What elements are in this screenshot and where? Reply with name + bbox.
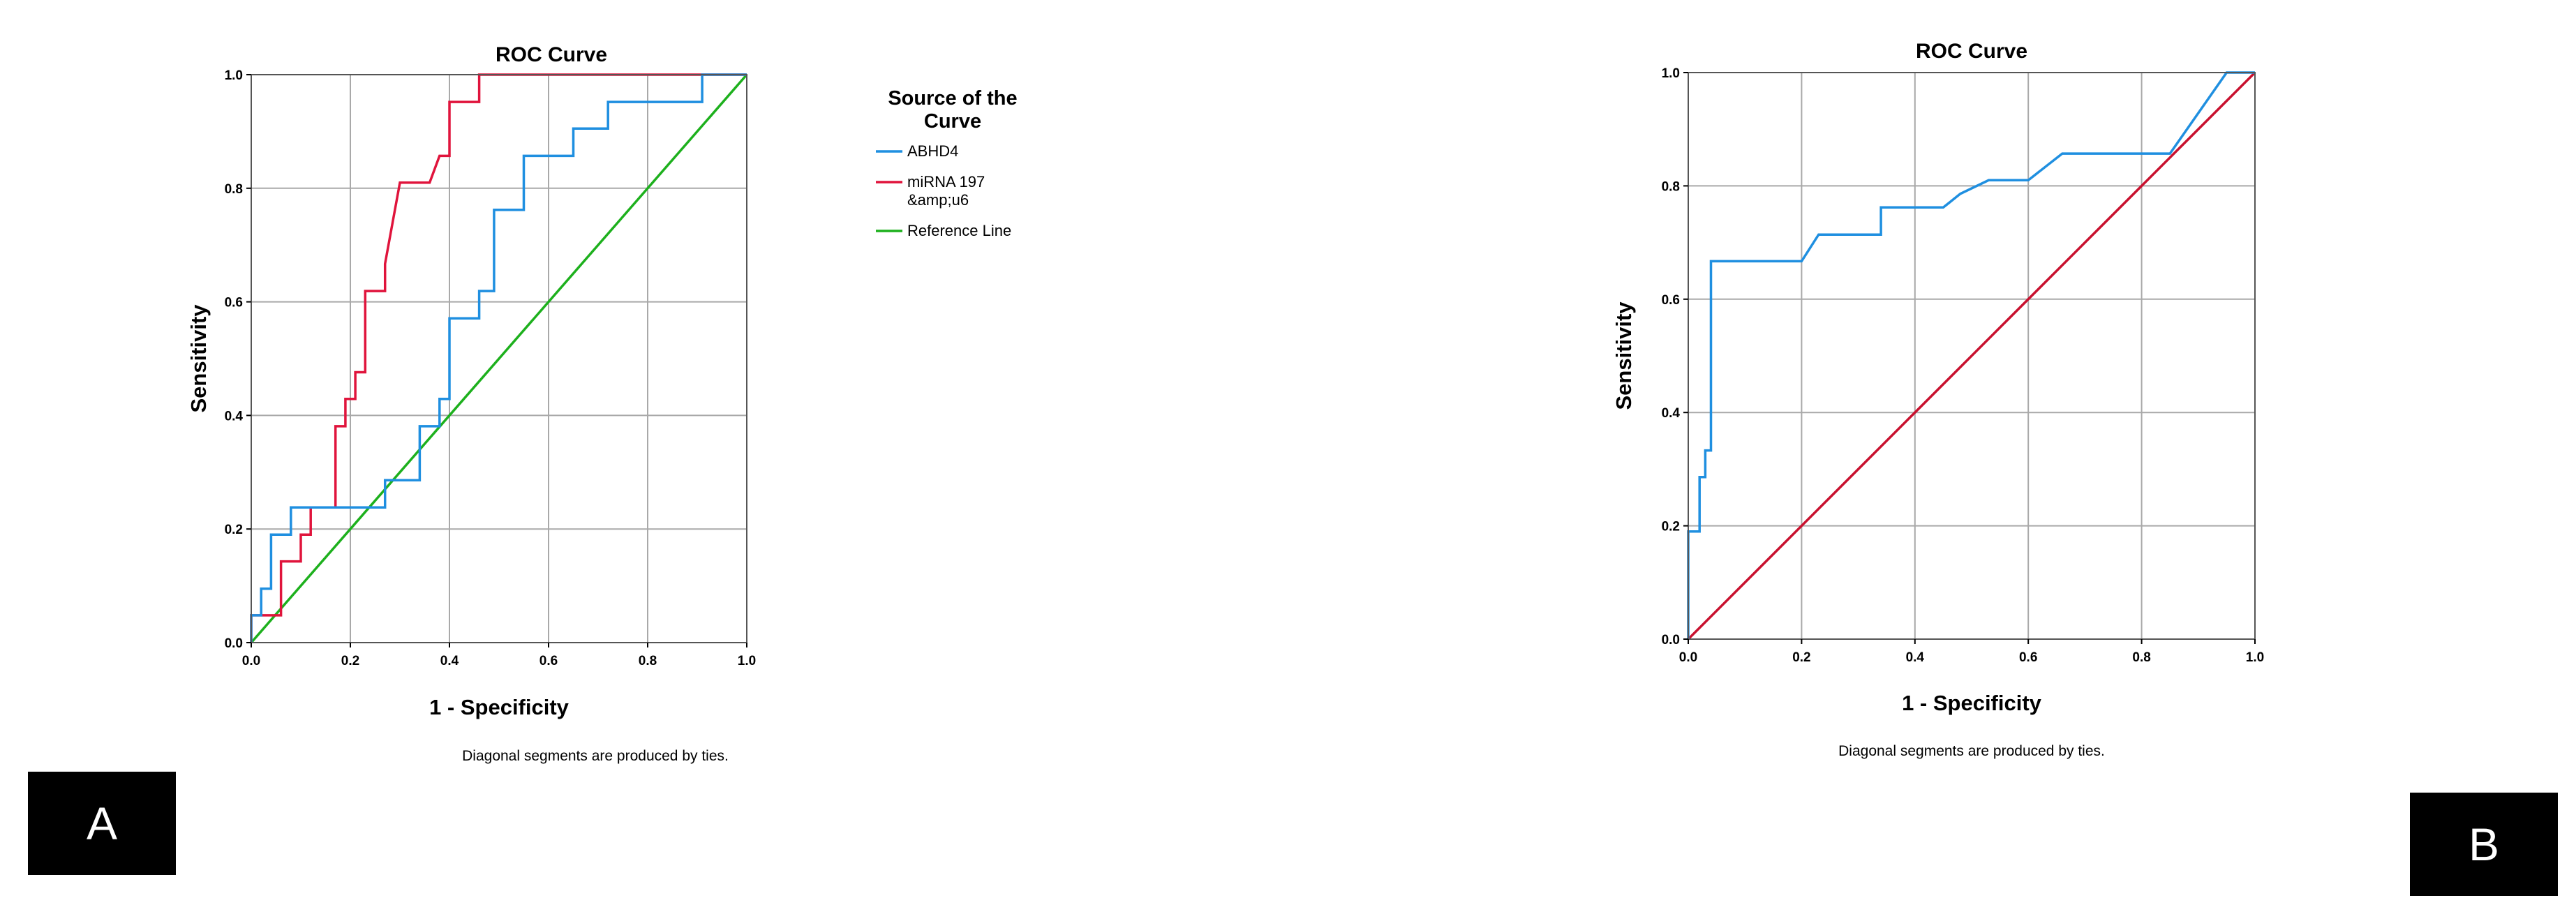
- x-tick-label-0: 0.0: [1679, 650, 1697, 665]
- y-tick-label-0: 0.0: [1662, 633, 1680, 647]
- legend-title-line-2: Curve: [924, 110, 981, 133]
- chart-a: 0.0 0.2 0.4 0.6 0.8 1.0 0.0 0.2 0.4 0.6 0.8 1.0 RO…: [186, 43, 1018, 764]
- chart-b-title: ROC Curve: [1916, 40, 2027, 63]
- chart-a-x-axis-label: 1 - Specificity: [429, 695, 569, 719]
- x-tick-label-3: 0.6: [539, 654, 558, 668]
- series-line-reference-line: [250, 73, 748, 644]
- y-tick-label-4: 0.8: [225, 182, 243, 197]
- legend-label-reference-line: Reference Line: [907, 222, 1011, 239]
- chart-b-yticks: 0.0 0.2 0.4 0.6 0.8 1.0: [1662, 66, 1688, 647]
- y-tick-label-2: 0.4: [1662, 406, 1681, 421]
- legend-label-mirna-197-amp-u6: miRNA 197: [907, 173, 985, 190]
- x-tick-label-5: 1.0: [2246, 650, 2264, 665]
- y-tick-label-4: 0.8: [1662, 179, 1680, 194]
- chart-a-plot-frame: [251, 74, 747, 643]
- x-tick-label-4: 0.8: [2132, 650, 2150, 665]
- chart-a-series: [250, 73, 748, 644]
- chart-b-x-axis-label: 1 - Specificity: [1902, 691, 2042, 715]
- chart-a-xticks: 0.0 0.2 0.4 0.6 0.8 1.0: [242, 643, 756, 668]
- chart-a-legend-entries: ABHD4 miRNA 197&amp;u6 Reference Line: [876, 142, 1011, 239]
- x-tick-label-5: 1.0: [738, 654, 756, 668]
- chart-a-yticks: 0.0 0.2 0.4 0.6 0.8 1.0: [225, 68, 251, 651]
- y-tick-label-1: 0.2: [1662, 520, 1680, 534]
- x-tick-label-1: 0.2: [1792, 650, 1810, 665]
- chart-b-plot-frame: [1688, 72, 2256, 640]
- chart-a-y-axis-label: Sensitivity: [186, 304, 211, 413]
- y-tick-label-1: 0.2: [225, 523, 243, 537]
- panel-label-b: B: [2410, 793, 2558, 896]
- chart-b-y-axis-label: Sensitivity: [1611, 301, 1636, 410]
- y-tick-label-3: 0.6: [1662, 293, 1680, 308]
- x-tick-label-1: 0.2: [341, 654, 359, 668]
- chart-b: 0.0 0.2 0.4 0.6 0.8 1.0 0.0 0.2 0.4 0.6 0.8 1.0 RO…: [1611, 40, 2264, 759]
- y-tick-label-3: 0.6: [225, 296, 243, 310]
- panel-label-a: A: [28, 772, 176, 875]
- x-tick-label-4: 0.8: [639, 654, 657, 668]
- chart-a-title: ROC Curve: [496, 43, 607, 66]
- series-line-abhd4: [250, 73, 747, 643]
- chart-b-series: [1687, 71, 2256, 641]
- series-line-series-1: [1687, 71, 2256, 641]
- chart-b-footnote: Diagonal segments are produced by ties.: [1838, 743, 2105, 759]
- x-tick-label-3: 0.6: [2019, 650, 2037, 665]
- series-line-mirna-197-amp-u6: [250, 73, 747, 643]
- y-tick-label-0: 0.0: [225, 636, 243, 651]
- chart-a-footnote: Diagonal segments are produced by ties.: [462, 748, 729, 764]
- x-tick-label-0: 0.0: [242, 654, 260, 668]
- x-tick-label-2: 0.4: [440, 654, 459, 668]
- series-line-series-0: [1687, 71, 2255, 639]
- x-tick-label-2: 0.4: [1906, 650, 1925, 665]
- legend-label-mirna-197-amp-u6-line-2: &amp;u6: [907, 191, 969, 209]
- chart-a-legend: Source of the Curve ABHD4 miRNA 197&amp;u…: [876, 87, 1018, 239]
- chart-b-xticks: 0.0 0.2 0.4 0.6 0.8 1.0: [1679, 639, 2264, 665]
- y-tick-label-5: 1.0: [225, 68, 243, 83]
- y-tick-label-2: 0.4: [225, 409, 244, 424]
- legend-label-abhd4: ABHD4: [907, 142, 958, 160]
- legend-title-line-1: Source of the: [888, 87, 1017, 110]
- y-tick-label-5: 1.0: [1662, 66, 1680, 81]
